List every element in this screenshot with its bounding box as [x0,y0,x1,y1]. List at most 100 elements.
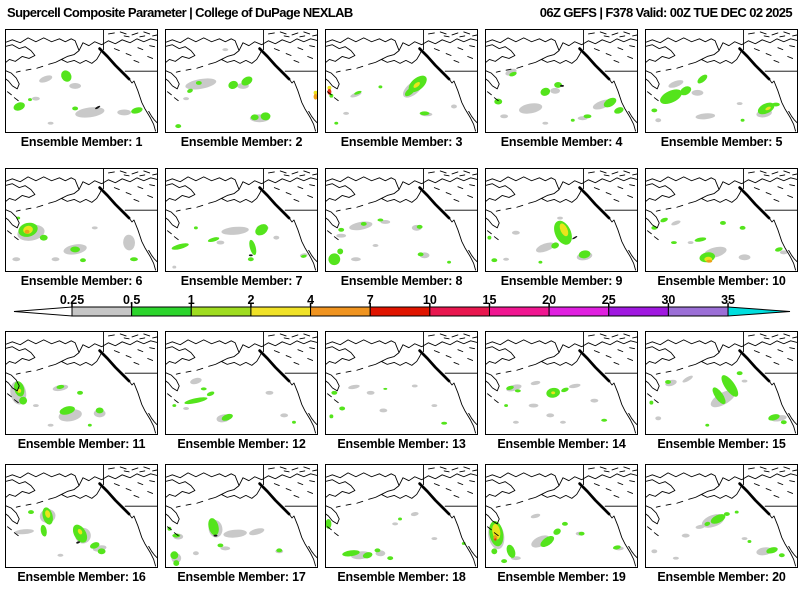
ensemble-panel-18: Ensemble Member: 18 [325,464,478,584]
scp-field-blob [76,541,80,544]
scp-field-blob [175,124,182,129]
colorbar-tick-label: 7 [367,293,374,307]
colorbar-segment [369,306,431,317]
scp-field-blob [280,413,289,418]
scp-field-blob [184,397,208,405]
ensemble-panel-9: Ensemble Member: 9 [485,168,638,288]
ensemble-panel-5: Ensemble Member: 5 [645,29,798,149]
scp-field-blob [660,217,668,223]
scp-field-blob [327,85,332,90]
ensemble-member-label: Ensemble Member: 5 [660,135,783,149]
scp-field-blob [778,553,785,558]
scp-field-blob [540,87,551,96]
scp-field-blob [546,413,555,418]
scp-field-blob [695,524,706,529]
scp-field-blob [183,407,190,410]
scp-field-blob [504,404,509,408]
ensemble-panel-12: Ensemble Member: 12 [165,331,318,451]
scp-field-blob [590,398,599,403]
colorbar-tick-label: 0.25 [60,293,84,307]
scp-field-blob [343,111,350,115]
scp-field-blob [570,118,575,122]
scp-field-blob [265,390,274,395]
scp-field-blob [780,420,787,425]
scp-field-blob [31,96,40,101]
map-canvas-member-20 [645,464,798,568]
scp-field-blob [350,257,361,262]
ensemble-panel-4: Ensemble Member: 4 [485,29,638,149]
scp-field-blob [706,259,713,263]
scp-field-blob [572,236,578,240]
scp-field-blob [217,543,224,548]
scp-field-blob [57,553,64,557]
ensemble-panel-19: Ensemble Member: 19 [485,464,638,584]
scp-field-blob [19,396,28,405]
scp-field-blob [87,423,92,427]
scp-field-blob [348,384,360,390]
map-canvas-member-13 [325,331,478,435]
ensemble-member-label: Ensemble Member: 12 [177,437,306,451]
scp-field-blob [90,542,100,549]
scp-field-blob [500,114,509,119]
scp-field-blob [273,235,280,240]
scp-field-blob [72,106,79,111]
run-valid-title: 06Z GEFS | F378 Valid: 00Z TUE DEC 02 20… [539,5,793,20]
scp-field-blob [200,387,207,391]
map-canvas-member-17 [165,464,318,568]
scp-field-blob [530,380,541,386]
map-canvas-member-6 [5,168,158,272]
ensemble-member-label: Ensemble Member: 20 [657,570,786,584]
ensemble-member-label: Ensemble Member: 19 [497,570,626,584]
scp-field-blob [329,93,334,98]
map-canvas-member-1 [5,29,158,133]
scp-field-blob [378,85,383,89]
colorbar-tick-label: 0.5 [123,293,140,307]
scp-field-blob [506,544,516,558]
ensemble-panel-16: Ensemble Member: 16 [5,464,158,584]
scp-field-blob [695,113,716,120]
scp-field-blob [416,224,423,229]
scp-field-blob [337,248,344,255]
scp-field-blob [493,535,498,541]
scp-field-blob [697,74,708,84]
ensemble-member-label: Ensemble Member: 10 [657,274,786,288]
colorbar-segment [667,306,729,317]
scp-field-blob [551,242,559,249]
scp-field-blob [260,112,271,121]
scp-field-blob [705,423,710,427]
map-canvas-member-4 [485,29,638,133]
scp-field-blob [739,225,746,230]
scp-field-blob [221,413,233,421]
ensemble-member-label: Ensemble Member: 1 [20,135,143,149]
scp-field-blob [300,254,307,258]
scp-field-blob [491,258,498,263]
scp-field-blob [487,235,492,240]
ensemble-member-label: Ensemble Member: 11 [17,437,146,451]
ensemble-panel-14: Ensemble Member: 14 [485,331,638,451]
scp-field-blob [336,233,347,238]
scp-field-blob [14,529,34,535]
ensemble-member-label: Ensemble Member: 8 [340,274,463,288]
scp-field-blob [223,529,247,538]
scp-field-blob [694,237,707,242]
colorbar-tick-label: 10 [423,293,437,307]
ensemble-member-label: Ensemble Member: 9 [500,274,623,288]
ensemble-member-label: Ensemble Member: 13 [337,437,466,451]
scp-field-blob [651,549,658,554]
scp-field-blob [190,377,202,385]
map-canvas-member-16 [5,464,158,568]
ensemble-member-label: Ensemble Member: 17 [177,570,306,584]
scp-field-blob [17,388,22,393]
colorbar-segment [608,306,669,317]
scp-field-blob [380,220,391,224]
scp-field-blob [249,528,265,536]
scp-field-blob [441,421,448,425]
scp-field-blob [494,98,503,105]
scp-field-blob [28,510,34,515]
ensemble-panel-3: Ensemble Member: 3 [325,29,478,149]
scp-field-blob [568,383,581,389]
scp-field-blob [372,244,379,247]
scp-field-blob [241,76,253,86]
scp-field-blob [431,537,438,541]
